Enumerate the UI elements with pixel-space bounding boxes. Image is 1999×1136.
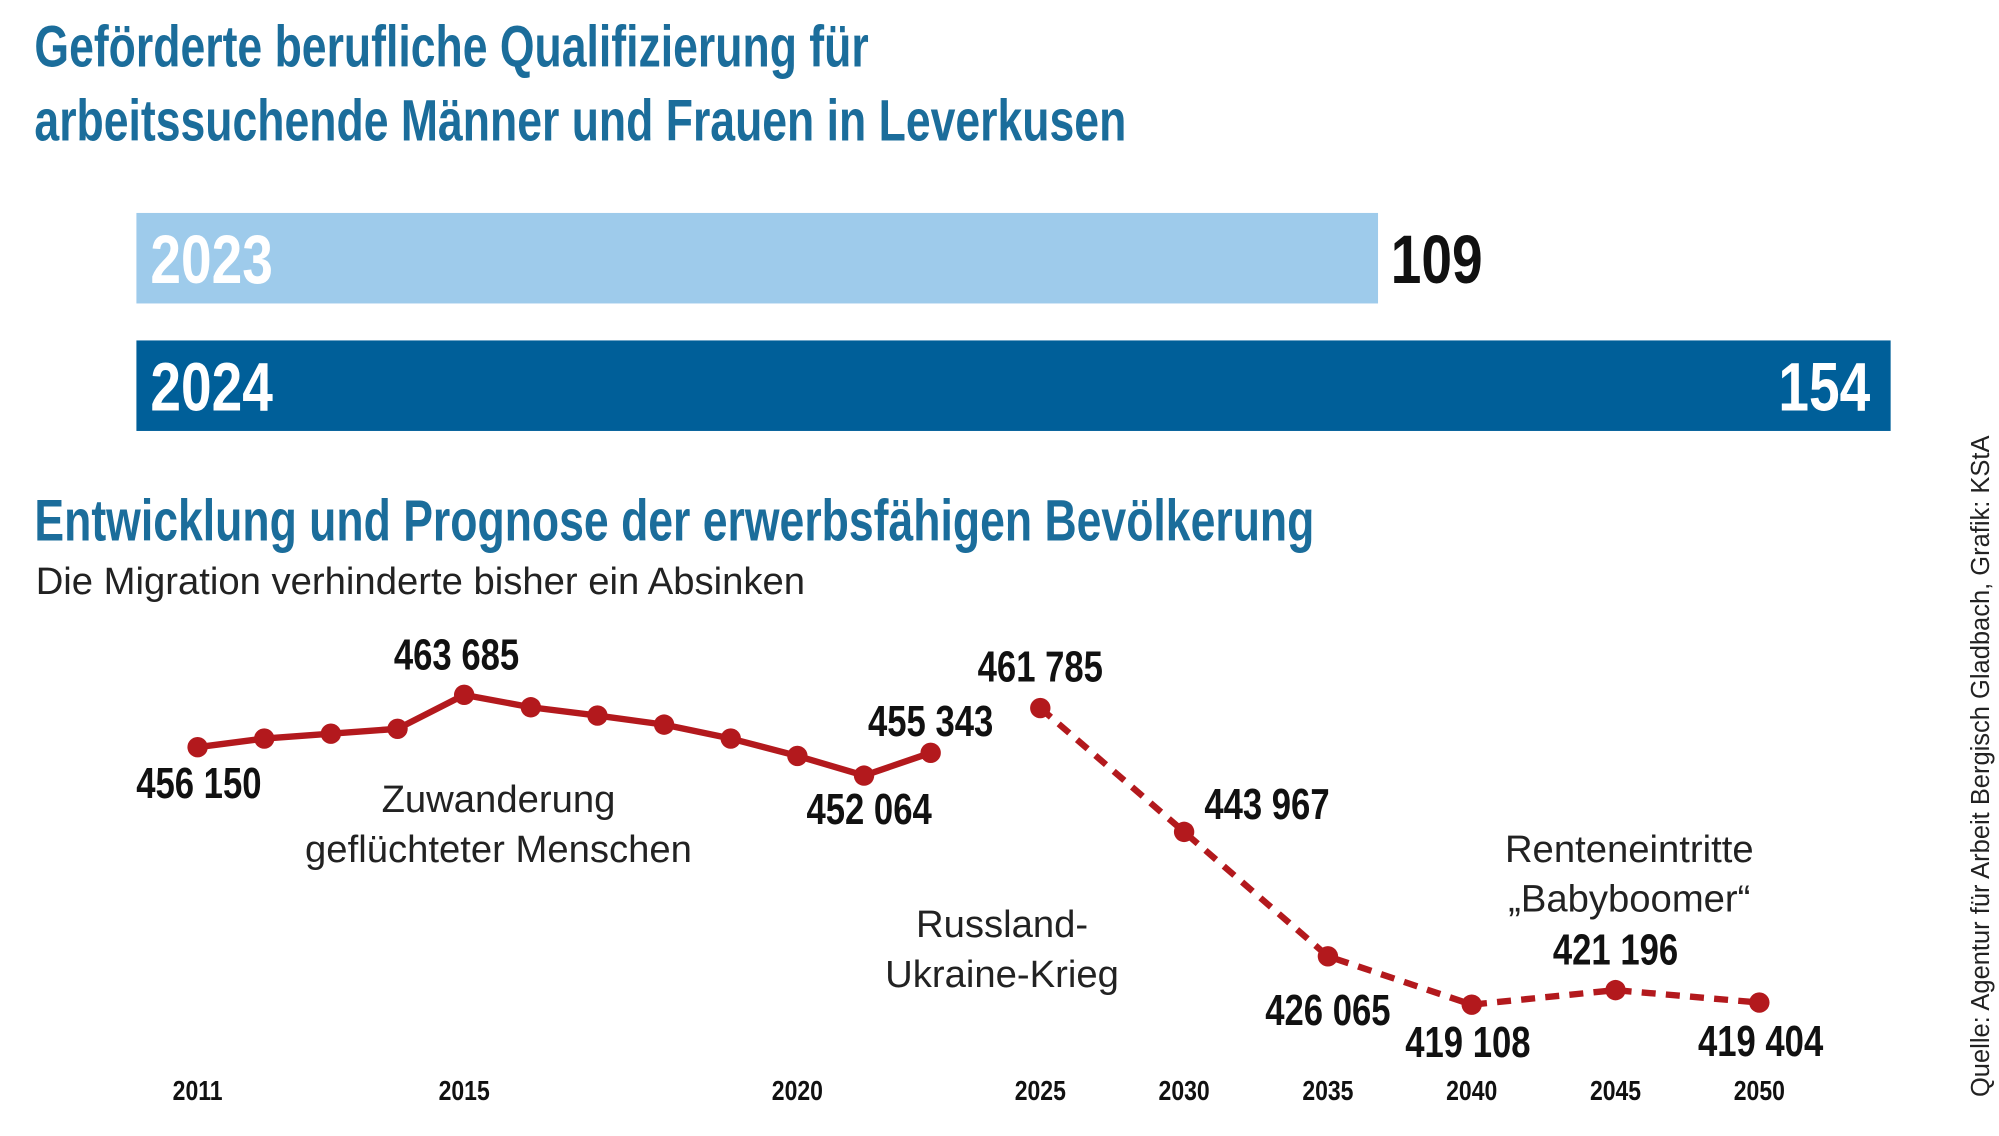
annotation: Russland-: [916, 903, 1088, 946]
data-point: [1030, 697, 1051, 719]
x-tick-label: 2035: [1302, 1075, 1353, 1106]
data-label: 419 404: [1698, 1018, 1823, 1066]
chart-subtitle: Die Migration verhinderte bisher ein Abs…: [36, 560, 805, 603]
data-point: [1605, 979, 1626, 1001]
bar-category-label: 2024: [150, 349, 272, 426]
data-label: 463 685: [394, 631, 519, 679]
data-label: 426 065: [1265, 987, 1390, 1035]
data-point: [1173, 821, 1195, 843]
line: [197, 691, 932, 779]
x-tick-label: 2025: [1015, 1075, 1066, 1106]
data-point: [320, 723, 342, 744]
x-tick-label: 2030: [1159, 1075, 1210, 1106]
x-tick-label: 2020: [772, 1075, 823, 1106]
data-point: [653, 714, 675, 735]
annotation: Zuwanderung: [382, 778, 616, 821]
x-tick-label: 2040: [1446, 1075, 1497, 1106]
bar: [136, 340, 1891, 431]
data-point: [387, 718, 408, 739]
data-label: 419 108: [1405, 1019, 1530, 1067]
line: [1038, 705, 1760, 1008]
data-point: [920, 742, 941, 764]
data-label: 455 343: [868, 698, 993, 746]
x-tick-label: 2011: [173, 1075, 223, 1106]
data-label: 421 196: [1553, 927, 1678, 975]
bar-value-label: 109: [1391, 221, 1483, 298]
x-tick-label: 2050: [1734, 1075, 1785, 1106]
annotation: geflüchteter Menschen: [305, 828, 692, 871]
data-point: [587, 705, 608, 726]
data-point: [254, 728, 275, 749]
annotation: Renteneintritte: [1505, 828, 1754, 871]
data-label: 456 150: [136, 760, 261, 808]
x-tick-label: 2015: [439, 1075, 490, 1106]
data-point: [853, 765, 875, 786]
bar-category-label: 2023: [150, 221, 272, 298]
data-label: 443 967: [1204, 781, 1329, 829]
data-label: 452 064: [806, 786, 931, 834]
data-point: [1461, 994, 1482, 1015]
data-label: 461 785: [978, 643, 1103, 691]
chart-title: Entwicklung und Prognose der erwerbsfähi…: [34, 489, 1314, 554]
data-point: [187, 737, 208, 758]
chart-title: Geförderte berufliche Qualifizierung für: [34, 14, 868, 79]
chart-title: arbeitssuchende Männer und Frauen in Lev…: [34, 88, 1126, 153]
data-point: [787, 745, 808, 767]
x-tick-label: 2045: [1590, 1075, 1641, 1106]
data-point: [520, 697, 542, 718]
data-point: [1749, 992, 1770, 1013]
bar: [136, 212, 1379, 304]
data-point: [453, 684, 475, 706]
data-point: [1317, 946, 1339, 967]
annotation: „Babyboomer“: [1508, 878, 1750, 921]
data-point: [720, 728, 741, 749]
annotation: Ukraine-Krieg: [885, 953, 1119, 996]
bar-value-label: 154: [1778, 349, 1870, 426]
source-note: Quelle: Agentur für Arbeit Bergisch Glad…: [1967, 435, 1995, 1097]
